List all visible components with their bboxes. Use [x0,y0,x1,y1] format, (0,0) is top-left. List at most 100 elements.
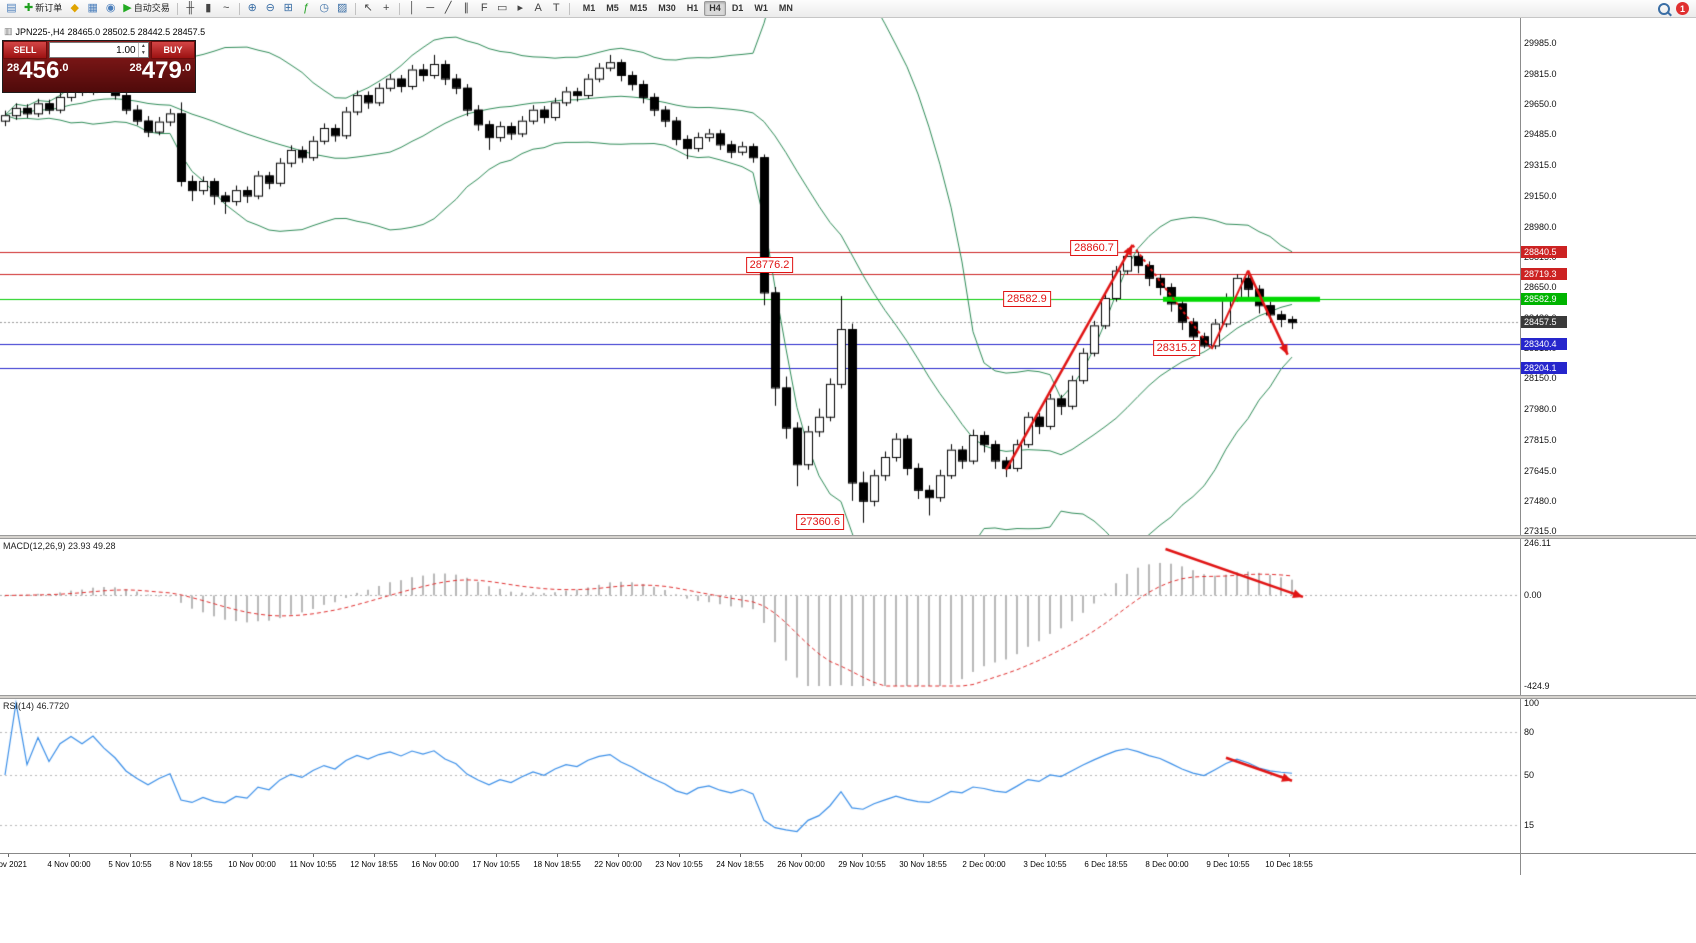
vertical-line-button[interactable]: │ [404,1,421,16]
time-axis-label: 9 Dec 10:55 [1206,860,1250,869]
vertical-line-icon: │ [408,2,416,14]
toolbar-separator [568,2,570,15]
time-axis-label: 29 Nov 10:55 [838,860,886,869]
time-axis-tick [435,854,436,857]
horizontal-line-icon: ─ [426,2,435,14]
time-axis-tick [1289,854,1290,857]
bar-chart-type-icon: ╫ [186,2,195,14]
price-callout-label[interactable]: 28315.2 [1152,340,1201,357]
toolbar-separator [238,2,240,15]
chart-title: ▥ JPN225-,H4 28465.0 28502.5 28442.5 284… [4,26,205,37]
arrows-icon: ▸ [517,2,523,14]
timeframe-m30[interactable]: M30 [653,1,681,16]
time-axis-tick [69,854,70,857]
rsi-panel-separator[interactable] [0,695,1696,699]
timeframe-group: M1 M5 M15 M30 H1 H4 D1 W1 MN [578,1,798,16]
shapes-button[interactable]: ▭ [494,1,511,16]
text-button[interactable]: A [530,1,547,16]
buy-price[interactable]: 28 479 .0 [129,57,191,84]
auto-trading-button[interactable]: ▶ 自动交易 [120,1,172,16]
timeframe-m5[interactable]: M5 [601,1,624,16]
volume-down-icon[interactable]: ▼ [140,50,146,56]
price-axis-tick: 27980.0 [1524,404,1557,415]
fibonacci-icon: F [480,2,488,14]
main-chart-canvas[interactable] [0,18,1520,535]
data-window-button[interactable]: ▦ [84,1,101,16]
price-callout-label[interactable]: 28776.2 [745,257,794,274]
time-axis-label: 3 Dec 10:55 [1023,860,1067,869]
timeframe-h4[interactable]: H4 [704,1,726,16]
price-callout-label[interactable]: 28860.7 [1070,240,1118,257]
volume-spinner[interactable]: ▲ ▼ [137,43,148,57]
channel-button[interactable]: ∥ [458,1,475,16]
buy-button[interactable]: BUY [151,41,195,59]
macd-panel-separator[interactable] [0,535,1696,539]
crosshair-button[interactable]: + [378,1,395,16]
price-axis-tick: 27315.0 [1524,526,1557,536]
price-tag: 28457.5 [1521,316,1567,329]
indicators-button[interactable]: ƒ [298,1,315,16]
rsi-label: RSI(14) 46.7720 [3,701,70,711]
timeframe-m15[interactable]: M15 [625,1,653,16]
price-callout-label[interactable]: 27360.6 [796,514,844,531]
chart-annotations-layer: 28776.2 28860.7 28582.9 28315.2 27360.6 [0,18,1520,535]
tile-windows-button[interactable]: ⊞ [280,1,297,16]
templates-button[interactable]: ▨ [334,1,351,16]
search-icon[interactable] [1658,2,1670,15]
cursor-button[interactable]: ↖ [360,1,377,16]
zoom-in-icon: ⊕ [247,2,257,14]
timeframe-h1[interactable]: H1 [682,1,704,16]
time-axis-label: 8 Dec 00:00 [1145,860,1189,869]
mql5-community-button[interactable]: ◆ [66,1,83,16]
fibonacci-button[interactable]: F [476,1,493,16]
sell-button[interactable]: SELL [3,41,47,59]
time-axis-label: 16 Nov 00:00 [411,860,459,869]
channel-icon: ∥ [463,2,469,14]
time-axis-tick [313,854,314,857]
chart-window-icon-button[interactable]: ▤ [3,1,20,16]
sell-price[interactable]: 28 456 .0 [7,57,69,84]
time-axis-tick [496,854,497,857]
volume-up-icon[interactable]: ▲ [140,43,146,49]
periods-icon: ◷ [319,2,330,14]
time-axis-label: 24 Nov 18:55 [716,860,764,869]
time-axis-tick [984,854,985,857]
text-icon: A [534,2,542,14]
periods-button[interactable]: ◷ [316,1,333,16]
time-axis-tick [923,854,924,857]
trendline-icon: ╱ [444,2,452,14]
bar-chart-type-button[interactable]: ╫ [182,1,199,16]
time-axis-tick [252,854,253,857]
time-axis-label: 8 Nov 18:55 [169,860,213,869]
text-label-button[interactable]: T [548,1,565,16]
new-order-button-label: 新订单 [35,3,63,13]
news-button[interactable]: ◉ [102,1,119,16]
time-axis-tick [740,854,741,857]
volume-input[interactable] [50,43,138,57]
time-axis-label: 6 Dec 18:55 [1084,860,1128,869]
notification-badge[interactable]: 1 [1676,2,1689,15]
zoom-in-button[interactable]: ⊕ [244,1,261,16]
timeframe-d1[interactable]: D1 [727,1,749,16]
price-axis-tick: 28650.0 [1524,282,1557,292]
new-order-button[interactable]: ✚ 新订单 [21,1,65,16]
candlestick-chart-type-button[interactable]: ▮ [200,1,217,16]
time-axis-label: 4 Nov 00:00 [47,860,91,869]
trendline-button[interactable]: ╱ [440,1,457,16]
zoom-out-button[interactable]: ⊖ [262,1,279,16]
time-axis[interactable]: 3 Nov 2021 4 Nov 00:00 5 Nov 10:55 8 Nov 18… [0,853,1696,875]
time-axis-label: 17 Nov 10:55 [472,860,520,869]
price-axis-border [1520,18,1521,875]
time-axis-tick [191,854,192,857]
macd-indicator-canvas[interactable] [0,539,1520,695]
timeframe-m1[interactable]: M1 [578,1,601,16]
timeframe-mn[interactable]: MN [774,1,798,16]
arrows-button[interactable]: ▸ [512,1,529,16]
price-axis-tick: 29150.0 [1524,190,1557,201]
horizontal-line-button[interactable]: ─ [422,1,439,16]
rsi-indicator-canvas[interactable] [0,699,1520,853]
line-chart-type-button[interactable]: ~ [218,1,235,16]
price-callout-label[interactable]: 28582.9 [1003,291,1051,308]
timeframe-w1[interactable]: W1 [749,1,773,16]
